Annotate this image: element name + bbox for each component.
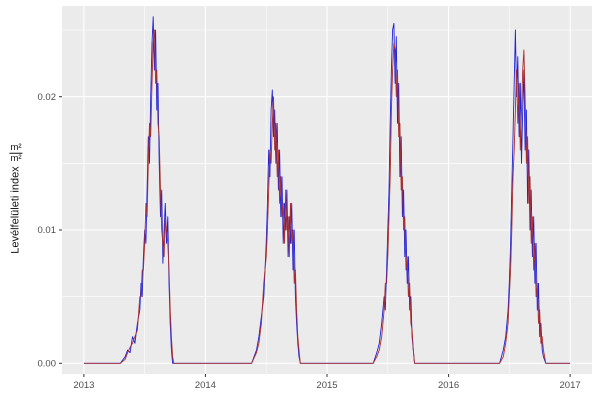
- series-line-dark-red: [83, 29, 571, 364]
- y-axis-unit-fraction: m² m²: [9, 141, 23, 164]
- x-tick-label: 2014: [195, 380, 216, 391]
- y-axis-title-text: Levélfelületi index: [10, 166, 22, 254]
- x-tick-label: 2013: [73, 380, 94, 391]
- y-tick-label: 0.00: [38, 359, 57, 370]
- x-tick-label: 2016: [438, 380, 459, 391]
- y-tick-label: 0.01: [38, 225, 57, 236]
- y-axis-title: Levélfelületi index m² m²: [6, 141, 27, 254]
- y-tick-label: 0.02: [38, 92, 57, 103]
- y-axis-unit-numerator: m²: [9, 141, 23, 154]
- x-tick-label: 2017: [560, 380, 581, 391]
- x-tick-label: 2015: [316, 380, 337, 391]
- y-axis-unit-denominator: m²: [10, 152, 22, 164]
